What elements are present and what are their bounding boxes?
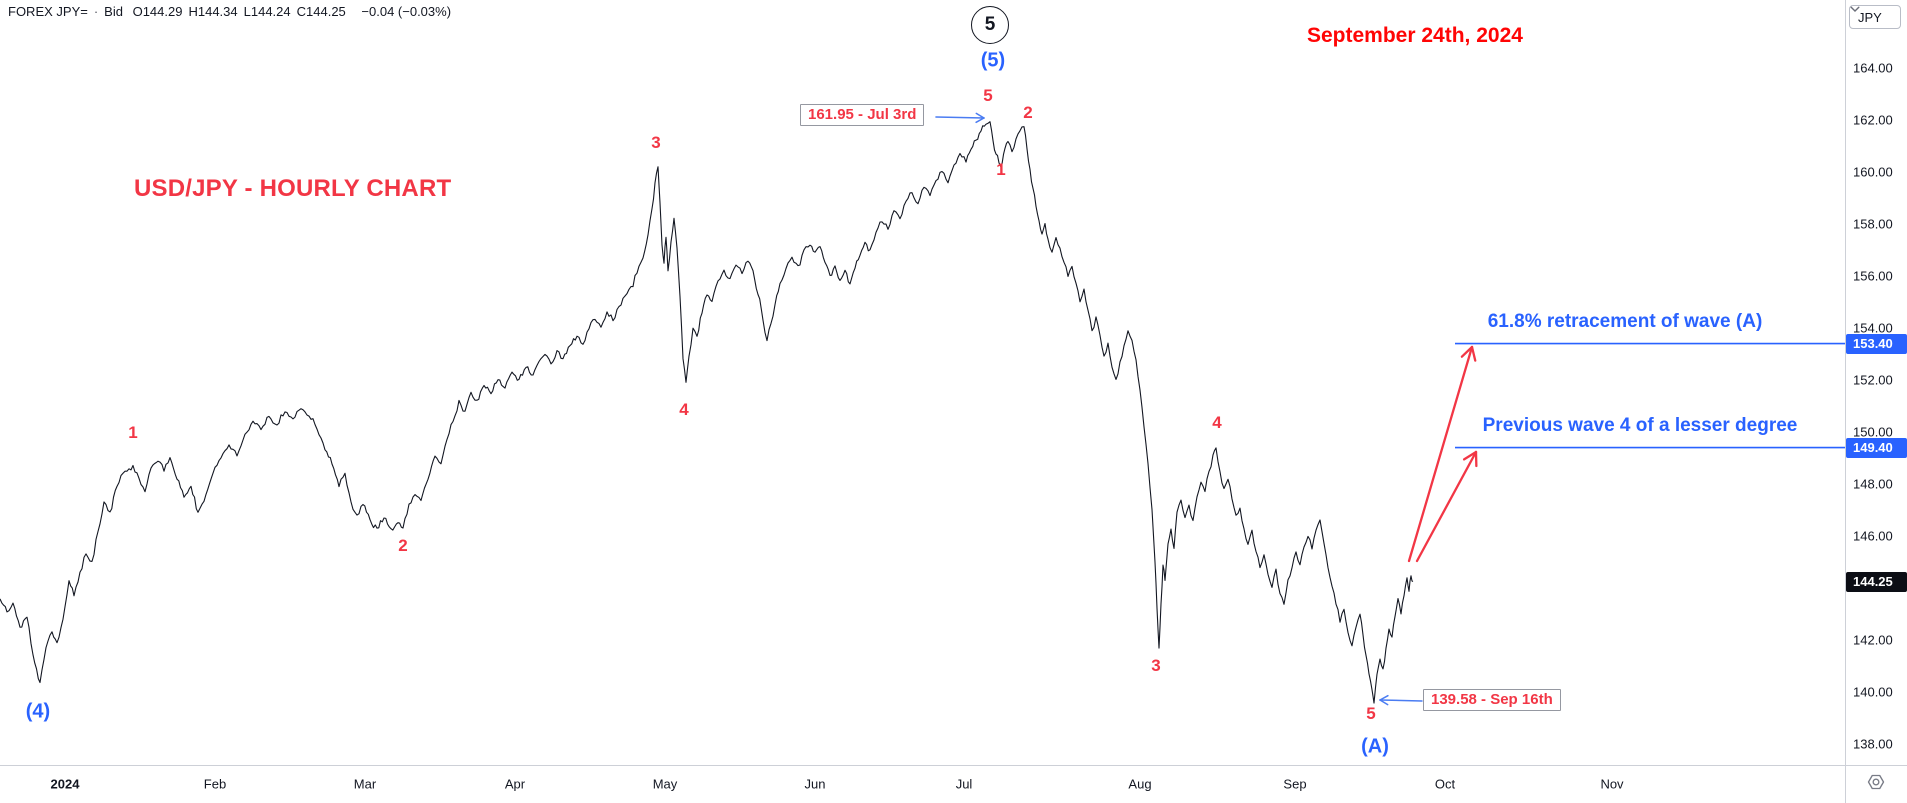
ohlc-value: O144.29 (132, 4, 183, 19)
elliott-wave-label-red-3[interactable]: 3 (1151, 656, 1161, 675)
elliott-wave-label-red-1[interactable]: 1 (128, 423, 138, 442)
level-price-badge-149-40: 149.40 (1846, 437, 1907, 458)
elliott-wave-label-red-1[interactable]: 1 (996, 160, 1006, 179)
time-tick-label: Oct (1434, 776, 1456, 792)
elliott-wave-label-red-3[interactable]: 3 (651, 133, 661, 152)
ohlc-values: O144.29 H144.34 L144.24 C144.25 (133, 4, 352, 19)
legend-dot: · (93, 4, 99, 19)
retracement-level-label[interactable]: 61.8% retracement of wave (A) (1487, 310, 1763, 332)
price-scale-settings-button[interactable] (1866, 772, 1890, 796)
price-tick-label: 154.00 (1853, 320, 1893, 336)
time-tick-label: Sep (1283, 776, 1307, 792)
projection-arrow-2[interactable] (1415, 450, 1478, 563)
elliott-wave-label-red-5[interactable]: 5 (983, 86, 993, 105)
time-axis-separator (0, 765, 1907, 766)
high-price-callout[interactable]: 161.95 - Jul 3rd (800, 104, 925, 126)
time-tick-label: Aug (1128, 776, 1152, 792)
price-tick-label: 164.00 (1853, 60, 1893, 76)
time-tick-label: 2024 (50, 776, 80, 792)
elliott-wave-label-red-5[interactable]: 5 (1366, 704, 1376, 723)
elliott-wave-label-blue-A[interactable]: (A) (1361, 735, 1389, 758)
symbol-legend[interactable]: FOREX JPY= · Bid O144.29 H144.34 L144.24 C144… (8, 4, 457, 19)
time-tick-label: Jun (804, 776, 826, 792)
elliott-wave-label-blue-4[interactable]: (4) (25, 700, 51, 723)
ohlc-value: H144.34 (188, 4, 238, 19)
symbol-name: FOREX JPY= (8, 4, 88, 19)
callout-arrow-high[interactable] (935, 112, 985, 124)
elliott-wave-label-blue-5[interactable]: (5) (980, 49, 1006, 72)
price-tick-label: 138.00 (1853, 736, 1893, 752)
elliott-wave-label-red-2[interactable]: 2 (398, 536, 408, 555)
price-tick-label: 146.00 (1853, 528, 1893, 544)
time-tick-label: Jul (955, 776, 973, 792)
price-axis-separator (1845, 0, 1846, 803)
price-tick-label: 162.00 (1853, 112, 1893, 128)
price-tick-label: 152.00 (1853, 372, 1893, 388)
time-tick-label: May (652, 776, 678, 792)
elliott-wave-label-red-4[interactable]: 4 (1212, 413, 1222, 432)
price-tick-label: 142.00 (1853, 632, 1893, 648)
circled-wave-5-label[interactable]: 5 (971, 6, 1009, 44)
elliott-wave-label-red-2[interactable]: 2 (1023, 103, 1033, 122)
previous-wave4-level-label[interactable]: Previous wave 4 of a lesser degree (1482, 414, 1798, 436)
analysis-date: September 24th, 2024 (1307, 24, 1523, 47)
price-tick-label: 150.00 (1853, 424, 1893, 440)
price-line-series[interactable] (0, 121, 1414, 704)
time-tick-label: Nov (1600, 776, 1624, 792)
time-tick-label: Feb (203, 776, 227, 792)
currency-selector-button[interactable]: JPY (1849, 5, 1901, 29)
time-tick-label: Mar (353, 776, 377, 792)
chart-title: USD/JPY - HOURLY CHART (134, 175, 452, 202)
low-price-callout[interactable]: 139.58 - Sep 16th (1423, 689, 1561, 711)
price-tick-label: 148.00 (1853, 476, 1893, 492)
price-tick-label: 140.00 (1853, 684, 1893, 700)
last-price-badge: 144.25 (1846, 571, 1907, 592)
currency-selector-label: JPY (1858, 9, 1882, 25)
callout-arrow-low[interactable] (1379, 694, 1423, 706)
time-tick-label: Apr (504, 776, 526, 792)
projection-arrow-1[interactable] (1407, 345, 1477, 563)
ohlc-value: L144.24 (243, 4, 291, 19)
circled-wave-5-text: 5 (984, 14, 996, 35)
feed-type: Bid (104, 4, 123, 19)
chevron-down-icon (1850, 6, 1860, 12)
ohlc-value: C144.25 (296, 4, 346, 19)
elliott-wave-label-red-4[interactable]: 4 (679, 400, 689, 419)
price-tick-label: 158.00 (1853, 216, 1893, 232)
gear-icon (1867, 774, 1885, 790)
level-price-badge-153-40: 153.40 (1846, 333, 1907, 354)
price-tick-label: 156.00 (1853, 268, 1893, 284)
price-tick-label: 160.00 (1853, 164, 1893, 180)
change-value: −0.04 (−0.03%) (361, 4, 452, 19)
